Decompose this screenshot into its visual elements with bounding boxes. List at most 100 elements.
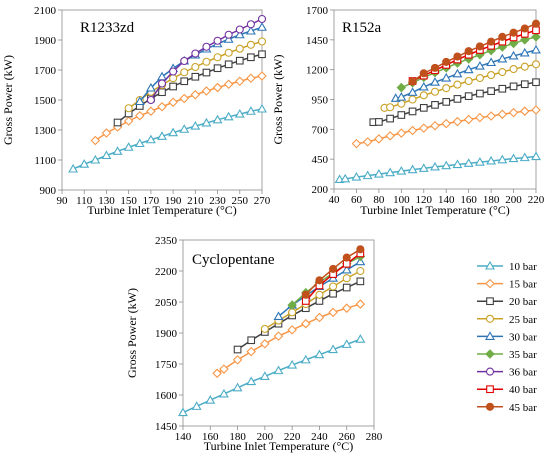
x-tick-label: 180 (229, 431, 246, 443)
data-point (179, 124, 190, 133)
y-axis-label: Gross Power (kW) (125, 288, 139, 378)
data-point (531, 105, 541, 115)
data-point (169, 82, 177, 91)
data-point (498, 84, 507, 93)
data-point (509, 65, 518, 74)
x-tick-label: 190 (165, 195, 182, 207)
data-point (386, 114, 394, 123)
legend-marker (485, 367, 495, 376)
data-point (341, 264, 352, 274)
data-point (356, 266, 365, 276)
data-point (509, 28, 518, 37)
data-point (146, 95, 155, 105)
x-tick-label: 170 (143, 195, 160, 207)
data-point (259, 371, 270, 380)
data-point (342, 253, 351, 262)
data-point (475, 112, 485, 123)
x-tick-label: 250 (232, 195, 249, 207)
data-point (520, 24, 529, 33)
x-tick-label: 140 (438, 194, 455, 206)
chart-title: R1233zd (80, 20, 135, 36)
series-25-bar (380, 60, 541, 112)
data-point (385, 167, 396, 177)
chart-r1233zd: 90 110 130 150 170 190 210 230 250 270 900 1100 1300… (1, 5, 271, 217)
series-10-bar (334, 151, 541, 184)
data-point (191, 49, 200, 58)
data-point (419, 91, 428, 100)
data-point (430, 77, 440, 86)
data-point (486, 57, 497, 67)
chart-title: R152a (342, 20, 382, 36)
legend-label: 40 bar (509, 384, 537, 396)
x-axis-label: Turbine Inlet Temperature (°C) (204, 439, 354, 453)
x-tick-label: 120 (416, 194, 433, 206)
data-point (532, 26, 540, 35)
data-point (509, 82, 518, 91)
data-point (419, 104, 428, 112)
data-point (169, 74, 178, 83)
legend-label: 15 bar (509, 279, 537, 291)
data-point (463, 114, 474, 125)
data-point (396, 128, 407, 138)
legend-label: 10 bar (509, 261, 537, 273)
data-point (408, 107, 417, 116)
data-point (90, 135, 101, 146)
data-point (287, 325, 297, 335)
legend-item: 45 bar (477, 402, 537, 414)
data-point (232, 382, 243, 392)
data-point (212, 82, 223, 93)
series-15-bar (212, 299, 366, 379)
data-point (315, 290, 324, 299)
data-point (287, 359, 298, 369)
data-point (442, 98, 451, 106)
legend-marker (485, 402, 495, 411)
data-point (157, 131, 167, 140)
data-point (441, 160, 452, 170)
legend-item: 36 bar (477, 367, 537, 379)
series-10-bar (178, 334, 366, 417)
series-20-bar (369, 78, 540, 127)
y-tick-label: 1600 (155, 390, 178, 402)
data-point (123, 142, 134, 151)
data-point (453, 95, 462, 103)
data-point (486, 155, 497, 165)
data-point (257, 37, 267, 46)
data-point (169, 67, 178, 76)
data-point (329, 289, 337, 298)
data-point (234, 108, 245, 118)
data-point (190, 89, 201, 100)
data-point (301, 290, 310, 299)
data-point (464, 92, 473, 101)
data-point (463, 64, 474, 74)
data-point (260, 324, 269, 333)
data-point (497, 154, 508, 164)
data-point (531, 44, 541, 54)
data-point (180, 56, 189, 66)
data-point (498, 32, 507, 41)
legend-marker (486, 385, 494, 394)
data-point (341, 303, 352, 313)
x-tick-label: 270 (254, 195, 271, 207)
data-point (257, 103, 267, 113)
legend-marker (485, 278, 495, 289)
legend-label: 20 bar (509, 296, 537, 308)
y-tick-label: 1700 (306, 5, 329, 17)
legend-marker (485, 314, 495, 323)
legend-item: 40 bar (477, 384, 537, 396)
x-tick-label: 210 (187, 195, 204, 207)
data-point (191, 72, 200, 81)
data-point (355, 299, 366, 309)
data-point (202, 42, 211, 51)
data-point (474, 60, 485, 70)
data-point (508, 107, 519, 118)
legend-item: 10 bar (477, 260, 537, 273)
x-axis-label: Turbine Inlet Temperature (°C) (87, 203, 237, 217)
data-point (314, 349, 325, 359)
data-point (497, 53, 508, 63)
y-tick-label: 1200 (306, 65, 329, 77)
data-point (407, 87, 418, 96)
data-point (386, 103, 395, 112)
data-point (235, 56, 244, 65)
data-point (531, 60, 541, 69)
data-point (407, 125, 418, 136)
